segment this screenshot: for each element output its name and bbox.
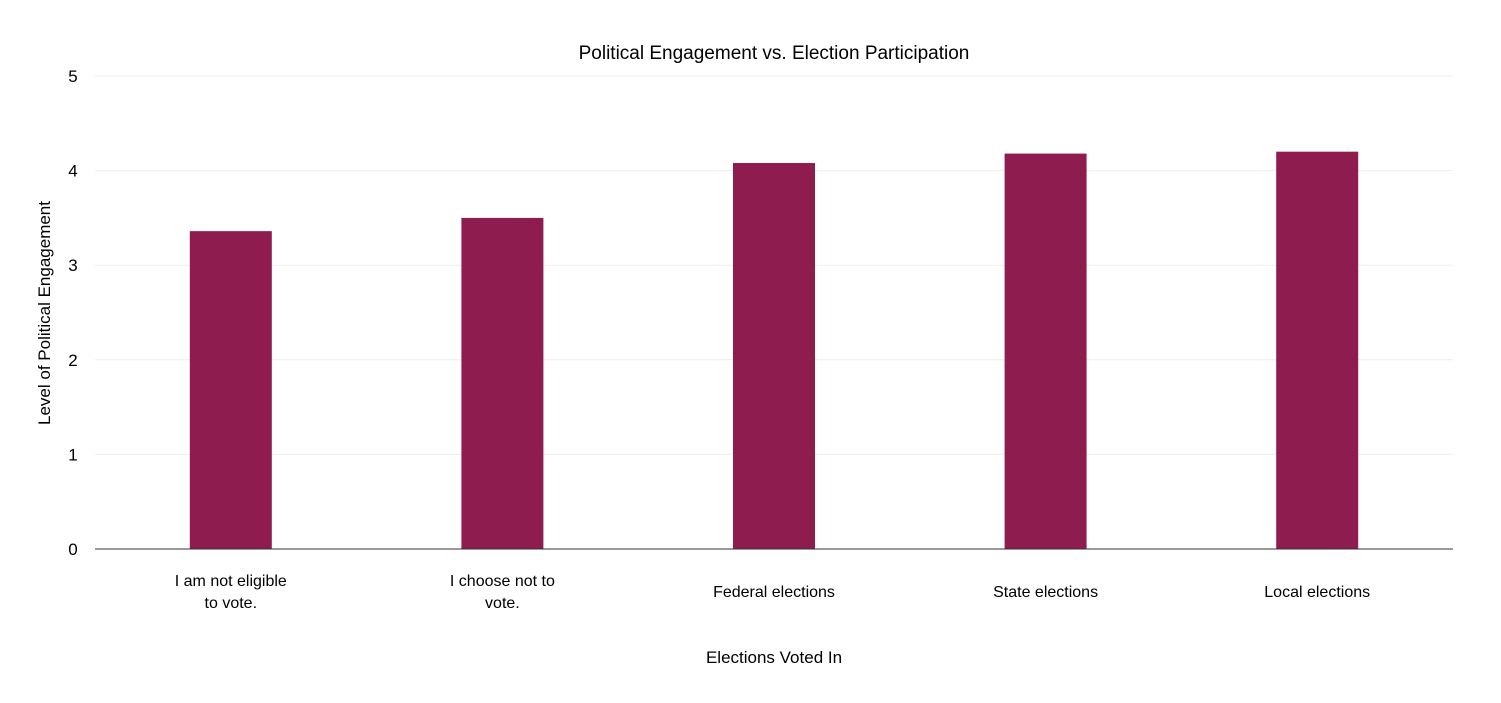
x-category-label: Federal elections xyxy=(713,584,835,601)
x-category-label-line: Local elections xyxy=(1264,584,1370,601)
bar xyxy=(733,163,815,550)
x-category-label-line: I choose not to xyxy=(450,573,555,590)
x-category-label: I choose not to vote. xyxy=(450,573,555,612)
x-category-label: I am not eligible to vote. xyxy=(175,573,287,612)
x-category-label-line: I am not eligible xyxy=(175,573,287,590)
x-category-label-line: State elections xyxy=(993,584,1098,601)
y-axis-title: Level of Political Engagement xyxy=(35,201,54,425)
bar xyxy=(189,231,272,550)
x-category-label: Local elections xyxy=(1264,584,1370,601)
chart-title: Political Engagement vs. Election Partic… xyxy=(579,43,970,64)
x-axis-category-labels: I am not eligible to vote. I choose not to… xyxy=(175,573,1370,612)
y-tick-label: 4 xyxy=(68,162,77,181)
y-axis-ticks: 0 1 2 3 4 5 xyxy=(68,67,77,559)
x-category-label-line: Federal elections xyxy=(713,584,835,601)
bars xyxy=(189,151,1359,550)
bar xyxy=(461,217,544,549)
x-axis-title: Elections Voted In xyxy=(706,648,842,667)
y-tick-label: 3 xyxy=(68,256,77,275)
y-tick-label: 0 xyxy=(68,540,77,559)
x-category-label: State elections xyxy=(993,584,1098,601)
x-category-label-line: vote. xyxy=(485,595,520,612)
bar xyxy=(1276,151,1359,549)
y-tick-label: 5 xyxy=(68,67,77,86)
y-tick-label: 2 xyxy=(68,351,77,370)
x-category-label-line: to vote. xyxy=(205,595,257,612)
y-tick-label: 1 xyxy=(68,445,77,464)
bar xyxy=(1004,153,1087,549)
